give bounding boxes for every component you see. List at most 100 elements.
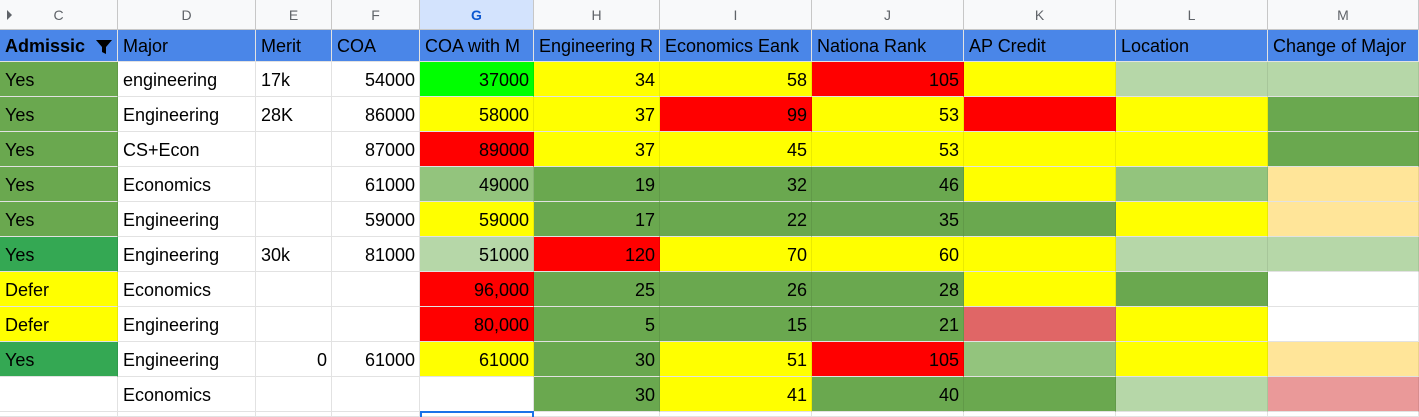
cell-l-row-6[interactable]: [1116, 237, 1268, 272]
cell-j-row-10[interactable]: 40: [812, 377, 964, 412]
cell-h-row-9[interactable]: 30: [534, 342, 660, 377]
column-header-c[interactable]: C: [0, 0, 118, 30]
cell-m-row-11[interactable]: [1268, 412, 1419, 417]
column-header-d[interactable]: D: [118, 0, 256, 30]
header-cell-c[interactable]: Admissic: [0, 30, 118, 62]
cell-m-row-6[interactable]: [1268, 237, 1419, 272]
cell-i-row-2[interactable]: 99: [660, 97, 812, 132]
cell-g-row-8[interactable]: 80,000: [420, 307, 534, 342]
cell-h-row-1[interactable]: 34: [534, 62, 660, 97]
column-header-k[interactable]: K: [964, 0, 1116, 30]
cell-l-row-8[interactable]: [1116, 307, 1268, 342]
header-cell-g[interactable]: COA with M: [420, 30, 534, 62]
cell-i-row-11[interactable]: [660, 412, 812, 417]
cell-j-row-8[interactable]: 21: [812, 307, 964, 342]
cell-c-row-10[interactable]: [0, 377, 118, 412]
cell-m-row-5[interactable]: [1268, 202, 1419, 237]
cell-e-row-9[interactable]: 0: [256, 342, 332, 377]
cell-j-row-1[interactable]: 105: [812, 62, 964, 97]
cell-j-row-2[interactable]: 53: [812, 97, 964, 132]
active-cell-indicator[interactable]: [420, 411, 534, 417]
cell-g-row-3[interactable]: 89000: [420, 132, 534, 167]
cell-i-row-8[interactable]: 15: [660, 307, 812, 342]
cell-g-row-5[interactable]: 59000: [420, 202, 534, 237]
column-header-e[interactable]: E: [256, 0, 332, 30]
cell-l-row-9[interactable]: [1116, 342, 1268, 377]
cell-f-row-11[interactable]: [332, 412, 420, 417]
cell-f-row-7[interactable]: [332, 272, 420, 307]
cell-g-row-7[interactable]: 96,000: [420, 272, 534, 307]
cell-g-row-10[interactable]: [420, 377, 534, 412]
expand-arrow-icon[interactable]: [7, 10, 12, 20]
cell-l-row-4[interactable]: [1116, 167, 1268, 202]
cell-l-row-10[interactable]: [1116, 377, 1268, 412]
cell-m-row-1[interactable]: [1268, 62, 1419, 97]
header-cell-m[interactable]: Change of Major: [1268, 30, 1419, 62]
cell-j-row-11[interactable]: [812, 412, 964, 417]
header-cell-l[interactable]: Location: [1116, 30, 1268, 62]
cell-m-row-9[interactable]: [1268, 342, 1419, 377]
cell-h-row-7[interactable]: 25: [534, 272, 660, 307]
cell-h-row-8[interactable]: 5: [534, 307, 660, 342]
cell-f-row-8[interactable]: [332, 307, 420, 342]
cell-l-row-2[interactable]: [1116, 97, 1268, 132]
cell-k-row-3[interactable]: [964, 132, 1116, 167]
cell-c-row-11[interactable]: [0, 412, 118, 417]
cell-c-row-7[interactable]: Defer: [0, 272, 118, 307]
cell-l-row-11[interactable]: [1116, 412, 1268, 417]
cell-e-row-8[interactable]: [256, 307, 332, 342]
cell-m-row-2[interactable]: [1268, 97, 1419, 132]
header-cell-k[interactable]: AP Credit: [964, 30, 1116, 62]
cell-i-row-4[interactable]: 32: [660, 167, 812, 202]
cell-i-row-9[interactable]: 51: [660, 342, 812, 377]
cell-g-row-6[interactable]: 51000: [420, 237, 534, 272]
cell-f-row-4[interactable]: 61000: [332, 167, 420, 202]
cell-h-row-6[interactable]: 120: [534, 237, 660, 272]
cell-f-row-3[interactable]: 87000: [332, 132, 420, 167]
cell-f-row-2[interactable]: 86000: [332, 97, 420, 132]
cell-c-row-5[interactable]: Yes: [0, 202, 118, 237]
header-cell-i[interactable]: Economics Eank: [660, 30, 812, 62]
cell-g-row-4[interactable]: 49000: [420, 167, 534, 202]
cell-f-row-5[interactable]: 59000: [332, 202, 420, 237]
cell-m-row-7[interactable]: [1268, 272, 1419, 307]
cell-h-row-4[interactable]: 19: [534, 167, 660, 202]
cell-f-row-9[interactable]: 61000: [332, 342, 420, 377]
cell-k-row-5[interactable]: [964, 202, 1116, 237]
cell-e-row-7[interactable]: [256, 272, 332, 307]
cell-h-row-10[interactable]: 30: [534, 377, 660, 412]
column-header-h[interactable]: H: [534, 0, 660, 30]
header-cell-e[interactable]: Merit: [256, 30, 332, 62]
cell-d-row-3[interactable]: CS+Econ: [118, 132, 256, 167]
cell-d-row-4[interactable]: Economics: [118, 167, 256, 202]
cell-d-row-5[interactable]: Engineering: [118, 202, 256, 237]
cell-j-row-6[interactable]: 60: [812, 237, 964, 272]
cell-d-row-1[interactable]: engineering: [118, 62, 256, 97]
cell-g-row-1[interactable]: 37000: [420, 62, 534, 97]
cell-c-row-1[interactable]: Yes: [0, 62, 118, 97]
cell-k-row-2[interactable]: [964, 97, 1116, 132]
cell-j-row-4[interactable]: 46: [812, 167, 964, 202]
cell-h-row-3[interactable]: 37: [534, 132, 660, 167]
cell-e-row-10[interactable]: [256, 377, 332, 412]
cell-j-row-7[interactable]: 28: [812, 272, 964, 307]
cell-e-row-5[interactable]: [256, 202, 332, 237]
cell-d-row-2[interactable]: Engineering: [118, 97, 256, 132]
filter-icon[interactable]: [95, 39, 113, 55]
column-header-l[interactable]: L: [1116, 0, 1268, 30]
cell-h-row-2[interactable]: 37: [534, 97, 660, 132]
cell-k-row-8[interactable]: [964, 307, 1116, 342]
cell-j-row-5[interactable]: 35: [812, 202, 964, 237]
cell-f-row-6[interactable]: 81000: [332, 237, 420, 272]
cell-k-row-9[interactable]: [964, 342, 1116, 377]
cell-m-row-8[interactable]: [1268, 307, 1419, 342]
cell-k-row-7[interactable]: [964, 272, 1116, 307]
column-header-g[interactable]: G: [420, 0, 534, 30]
cell-i-row-10[interactable]: 41: [660, 377, 812, 412]
cell-j-row-9[interactable]: 105: [812, 342, 964, 377]
cell-k-row-6[interactable]: [964, 237, 1116, 272]
cell-g-row-2[interactable]: 58000: [420, 97, 534, 132]
cell-f-row-10[interactable]: [332, 377, 420, 412]
cell-d-row-11[interactable]: [118, 412, 256, 417]
header-cell-d[interactable]: Major: [118, 30, 256, 62]
